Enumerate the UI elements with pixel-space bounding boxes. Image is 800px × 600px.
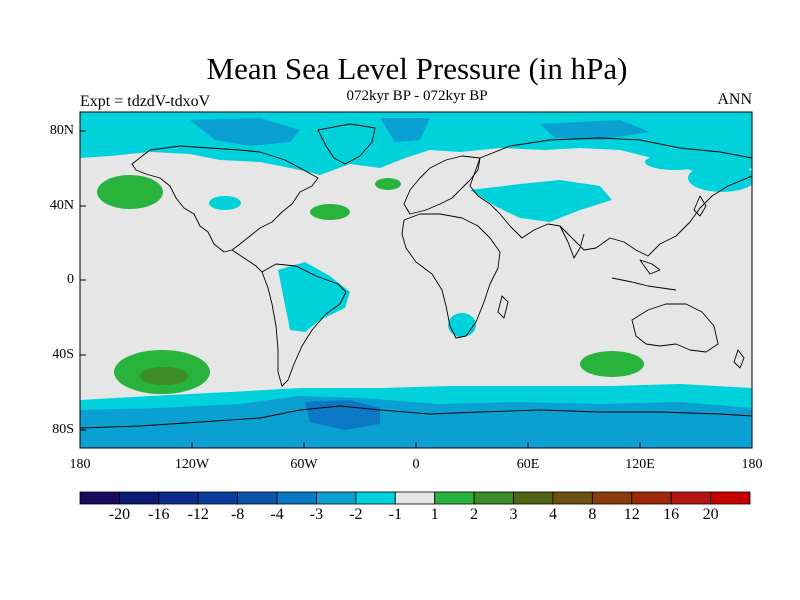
arctic-blue-patch [190,118,300,146]
indian-ocean-positive [580,351,644,377]
north-atlantic-cyan [209,196,241,210]
colorbar-swatch [79,491,120,505]
south-pacific-positive-core [140,367,188,385]
central-asia-negative-anomaly [470,180,612,222]
colorbar-swatch [631,491,672,505]
lat-tick-80s: 80S [52,422,74,437]
colorbar-label: 3 [509,506,518,523]
colorbar-label: 12 [623,506,640,523]
colorbar-label: -2 [349,506,363,523]
season-label: ANN [717,91,752,108]
lon-tick-180e: 180 [741,457,763,472]
colorbar-swatch [513,491,554,505]
arctic-blue-patch-2 [540,120,650,140]
lat-tick-0: 0 [67,272,74,287]
colorbar-swatch [552,491,593,505]
coastlines [80,123,752,429]
colorbar-swatch [591,491,633,505]
colorbar-swatch [237,491,278,505]
colorbar-swatch [394,491,436,505]
colorbar-swatch [670,491,711,505]
europe-positive [375,178,401,190]
colorbar-label: -16 [148,506,170,523]
colorbar-swatch [158,491,199,505]
colorbar-swatch [473,491,514,505]
experiment-label: Expt = tdzdV-tdxoV [80,93,211,110]
lon-tick-120w: 120W [174,457,210,472]
colorbar-swatch [434,491,475,505]
lon-tick-0: 0 [412,457,420,472]
colorbar-label: -12 [187,506,209,523]
colorbar-label: -4 [270,506,284,523]
east-asia-cyan [645,154,705,170]
colorbar-label: -20 [108,506,131,523]
greenland-blue-patch [380,118,430,142]
colorbar-label: 2 [470,506,479,523]
north-pacific-cyan [688,164,752,192]
axis-ticks [79,130,753,448]
colorbar-swatch [355,491,396,505]
map-field [80,112,752,448]
colorbar-swatch [119,491,160,505]
chart-subtitle: 072kyr BP - 072kyr BP [346,88,488,104]
colorbar-swatch [710,491,751,505]
colorbar-label: 20 [702,506,719,523]
colorbar-label: 1 [430,506,439,523]
lon-tick-180w: 180 [69,457,91,472]
north-pacific-positive [97,175,163,209]
lat-tick-80n: 80N [49,123,74,138]
colorbar-label: 4 [548,506,557,523]
lon-tick-60e: 60E [516,457,540,472]
chart-title: Mean Sea Level Pressure (in hPa) [206,51,628,86]
lat-tick-40s: 40S [52,347,74,362]
antarctic-blue [80,396,752,448]
colorbar-label: -3 [309,506,324,523]
south-africa-negative-anomaly [448,313,476,337]
north-atlantic-positive [310,204,350,220]
lon-tick-120e: 120E [625,457,655,472]
south-america-negative-anomaly [278,262,350,332]
colorbar-label: -8 [230,506,245,523]
colorbar-swatch [276,491,317,505]
colorbar-swatch [316,491,357,505]
colorbar-swatch [197,491,239,505]
colorbar-label: -1 [388,506,402,523]
colorbar-label: 16 [663,506,680,523]
colorbar [79,491,751,505]
lat-tick-40n: 40N [49,198,74,213]
lon-tick-60w: 60W [290,457,318,472]
colorbar-label: 8 [588,506,597,523]
